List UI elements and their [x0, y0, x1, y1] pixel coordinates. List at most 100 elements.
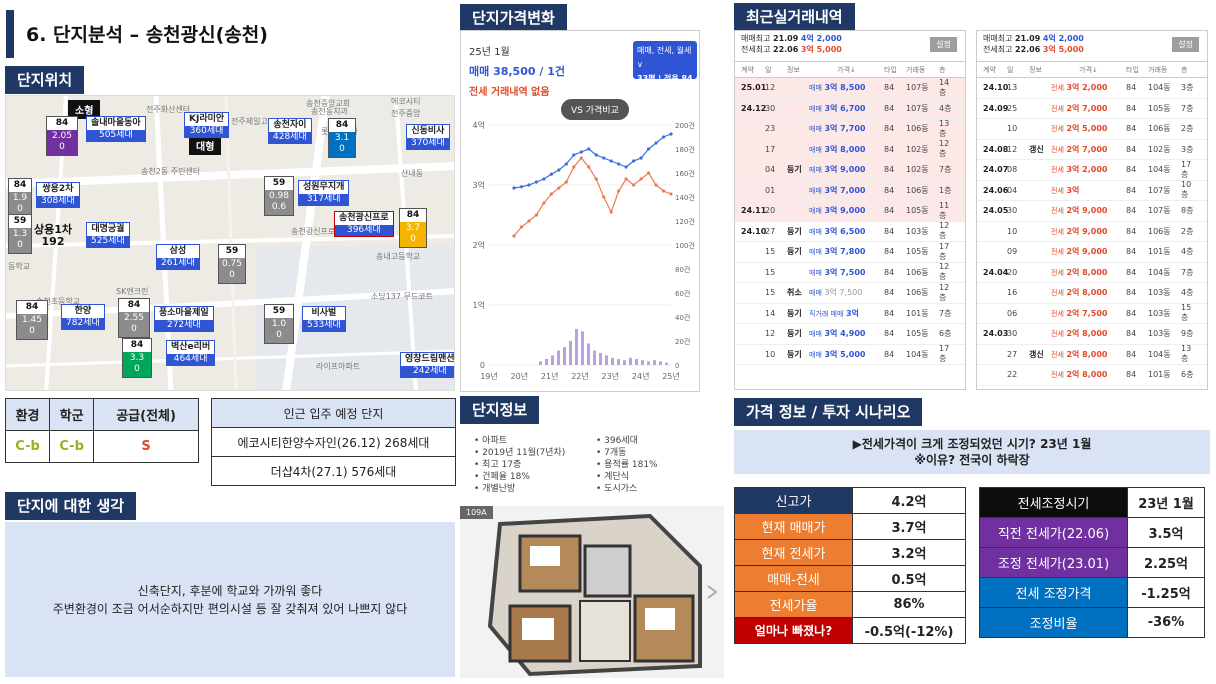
tx-row[interactable]: 24.12 30 매매 3억 6,700 84 107동 4층	[735, 98, 965, 119]
price-marker[interactable]: 59 0.98 0.6	[264, 176, 294, 216]
tx-row[interactable]: 06 전세 2억 7,500 84 103동 15층	[977, 303, 1207, 324]
tx-kind: 매매	[809, 248, 822, 257]
volume-bar	[659, 361, 662, 365]
tx-row[interactable]: 15 취소 매매 3억 7,500 84 106동 12층	[735, 283, 965, 304]
series-point	[632, 159, 636, 163]
complex-label[interactable]: KJ라미안 360세대	[184, 112, 230, 138]
price-marker[interactable]: 84 3.1 0	[328, 118, 356, 158]
map-text: 전주중앙	[391, 109, 421, 118]
tx-panel-sale[interactable]: 매매최고 21.09 4억 2,000 전세최고 22.06 3억 5,000 …	[734, 30, 966, 390]
tx-row[interactable]: 17 매매 3억 8,000 84 102동 12층	[735, 139, 965, 160]
tx-row[interactable]: 27 갱신 전세 2억 8,000 84 104동 13층	[977, 344, 1207, 365]
series-point	[654, 141, 658, 145]
complex-label[interactable]: 풍소마을제일 272세대	[154, 306, 214, 332]
tx-row[interactable]: 23 매매 3억 7,700 84 106동 13층	[735, 119, 965, 140]
settings-button[interactable]: 설정	[930, 37, 957, 52]
tx-row[interactable]: 15 매매 3억 7,500 84 106동 12층	[735, 262, 965, 283]
tx-row[interactable]: 16 전세 2억 8,000 84 103동 4층	[977, 283, 1207, 304]
tx-row[interactable]: 24.05 30 전세 2억 9,000 84 107동 8층	[977, 201, 1207, 222]
tx-dong: 105동	[906, 247, 929, 257]
info-item: • 도시가스	[596, 484, 638, 494]
tx-row[interactable]: 12 등기 매매 3억 4,900 84 105동 6층	[735, 324, 965, 345]
series-point	[602, 195, 606, 199]
tx-dong: 104동	[906, 349, 929, 359]
tx-type: 84	[884, 308, 895, 318]
tx-row[interactable]: 24.10 13 전세 3억 2,000 84 104동 3층	[977, 78, 1207, 99]
tx-row[interactable]: 24.06 04 전세 3억 84 107동 10층	[977, 180, 1207, 201]
price-marker[interactable]: 84 1.45 0	[16, 300, 48, 340]
tx-row[interactable]: 01 매매 3억 7,000 84 106동 1층	[735, 180, 965, 201]
price-marker[interactable]: 84 2.05 0	[46, 116, 78, 156]
tx-day: 30	[1007, 329, 1018, 339]
tx-row[interactable]: 04 등기 매매 3억 9,000 84 102동 7층	[735, 160, 965, 181]
tx-row[interactable]: 14 등기 직거래 매매 3억 84 101동 7층	[735, 304, 965, 324]
tx-price: 2억 8,000	[1066, 267, 1108, 277]
tx-row[interactable]: 25.01 12 매매 3억 8,500 84 107동 14층	[735, 78, 965, 99]
complex-label[interactable]: 신동비사 370세대	[406, 124, 450, 150]
tx-day: 15	[765, 267, 776, 277]
tx-kind: 매매	[809, 125, 822, 134]
price-marker[interactable]: 84 2.55 0	[118, 298, 150, 338]
tx-row[interactable]: 22 전세 2억 8,000 84 101동 6층	[977, 365, 1207, 386]
series-point	[527, 219, 531, 223]
tx-day: 04	[1007, 185, 1018, 195]
complex-label[interactable]: 송천자이 428세대	[268, 118, 312, 144]
price-marker[interactable]: 59 1.0 0	[264, 304, 294, 344]
tx-row[interactable]: 24.09 25 전세 2억 7,000 84 105동 7층	[977, 99, 1207, 119]
settings-button[interactable]: 설정	[1172, 37, 1199, 52]
price-marker[interactable]: 59 1.3 0	[8, 214, 32, 254]
location-map[interactable]: 전주화산센터 전주제일고 송천동치과 에코시티 롯데시네마 전주중앙 송천2동 …	[5, 95, 455, 391]
tx-day: 12	[1007, 144, 1018, 154]
tx-row[interactable]: 10 전세 2억 5,000 84 106동 2층	[977, 119, 1207, 140]
tx-row[interactable]: 10 등기 매매 3억 5,000 84 104동 17층	[735, 344, 965, 365]
complex-label[interactable]: 대명궁궐 525세대	[86, 222, 130, 248]
tx-dong: 101동	[1148, 247, 1171, 257]
tx-price: 3억	[845, 308, 859, 318]
y-tick-left: 2억	[473, 240, 485, 250]
tx-row[interactable]: 24.07 08 전세 3억 2,000 84 104동 17층	[977, 160, 1207, 181]
tx-dong: 101동	[906, 308, 929, 318]
tx-row[interactable]: 09 전세 2억 9,000 84 101동 4층	[977, 242, 1207, 263]
chart-filter-dropdown[interactable]: 매매, 전세, 월세 ∨ 33평 | 전용 84㎡	[633, 41, 697, 97]
floor-plan-label: 109A	[460, 506, 493, 519]
y-tick-right: 180건	[675, 145, 695, 154]
complex-label[interactable]: 삼성 261세대	[156, 244, 200, 270]
size-tag-small: 소형	[68, 100, 101, 119]
tx-type: 84	[1126, 226, 1137, 236]
tx-row[interactable]: 24.11 20 매매 3억 9,000 84 105동 11층	[735, 201, 965, 222]
volume-bar	[635, 359, 638, 365]
complex-label[interactable]: 영창드림맨션 242세대	[400, 352, 454, 378]
tx-kind: 전세	[1051, 125, 1064, 134]
tx-kind: 전세	[1051, 166, 1064, 175]
target-complex-label[interactable]: 송천광신프로 396세대	[334, 211, 394, 237]
tx-row[interactable]: 24.03 30 전세 2억 8,000 84 103동 9층	[977, 324, 1207, 345]
complex-label[interactable]: 쌍용2차 308세대	[36, 182, 80, 208]
complex-label[interactable]: 비사벌 533세대	[302, 306, 346, 332]
tx-dong: 103동	[1148, 329, 1171, 339]
complex-label[interactable]: 성원무지개 317세대	[298, 180, 350, 206]
complex-label[interactable]: 한양 782세대	[61, 304, 105, 330]
floor-plan-image[interactable]: 109A	[460, 506, 724, 678]
tx-row[interactable]: 24.04 20 전세 2억 8,000 84 104동 7층	[977, 263, 1207, 283]
x-tick: 23년	[602, 371, 620, 381]
tx-day: 23	[765, 124, 776, 134]
tx-price: 3억 4,900	[824, 329, 866, 339]
target-price-marker[interactable]: 84 3.7 0	[399, 208, 427, 248]
tx-row[interactable]: 24.08 12 갱신 전세 2억 7,000 84 102동 3층	[977, 140, 1207, 160]
series-point	[519, 185, 524, 189]
price-value: 4.2억	[852, 487, 966, 514]
tx-row[interactable]: 15 등기 매매 3억 7,800 84 105동 17층	[735, 242, 965, 263]
grade-supply: S	[93, 430, 199, 463]
complex-label[interactable]: 솔내마을동아 505세대	[86, 116, 146, 142]
grade-school: C-b	[49, 430, 95, 463]
tx-panel-jeonse[interactable]: 매매최고 21.09 4억 2,000 전세최고 22.06 3억 5,000 …	[976, 30, 1208, 390]
tx-row[interactable]: 10 전세 2억 9,000 84 106동 2층	[977, 222, 1207, 242]
complex-label[interactable]: 벽산e리버 464세대	[166, 340, 216, 366]
price-marker[interactable]: 84 3.3 0	[122, 338, 152, 378]
tx-floor: 3층	[1181, 83, 1194, 93]
tx-row[interactable]: 24.10 27 등기 매매 3억 6,500 84 103동 12층	[735, 221, 965, 242]
chart-size-label: 33평 | 전용 84㎡	[637, 74, 693, 97]
compare-button[interactable]: VS 가격비교	[561, 99, 629, 120]
price-marker[interactable]: 84 1.9 0	[8, 178, 32, 218]
price-marker[interactable]: 59 0.75 0	[218, 244, 246, 284]
